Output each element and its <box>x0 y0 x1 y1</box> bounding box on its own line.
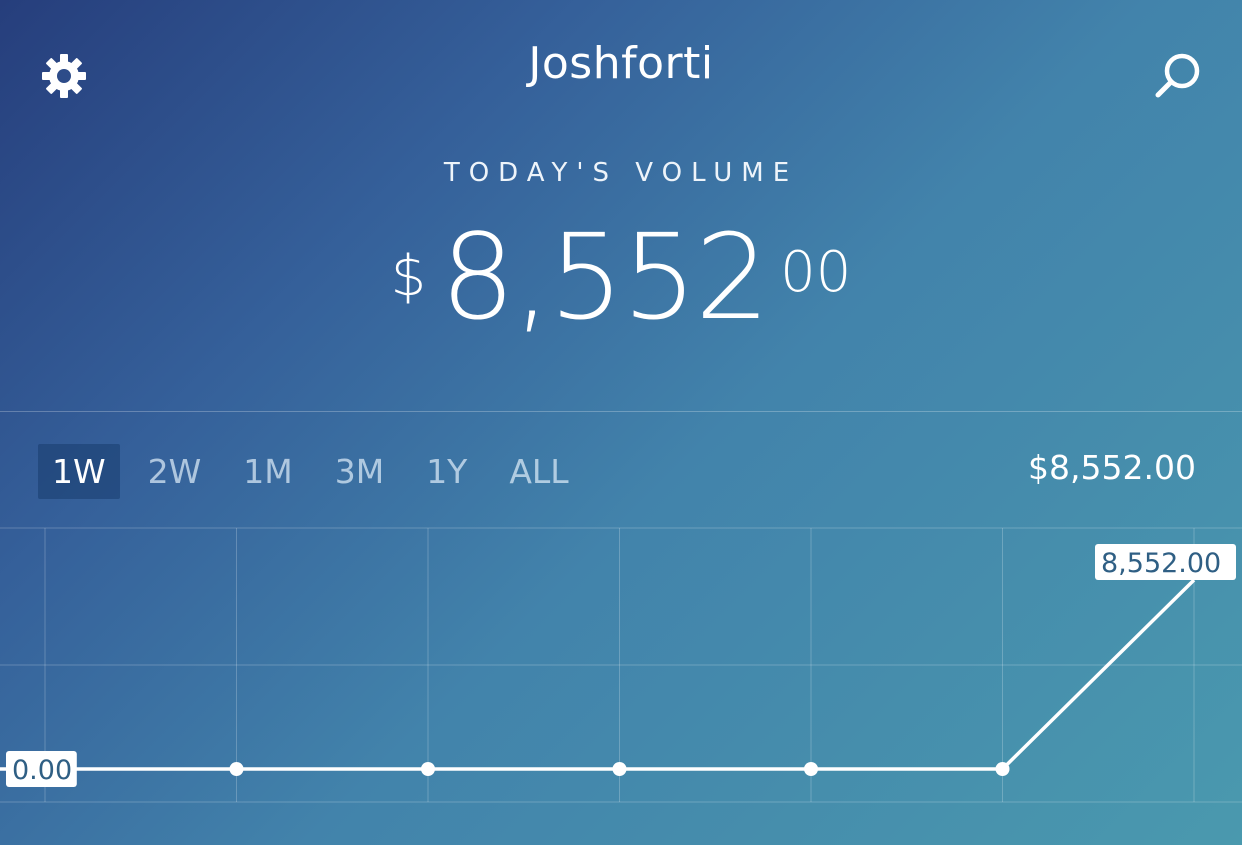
search-icon <box>1155 53 1200 98</box>
data-point-2 <box>421 762 435 776</box>
amount-whole: 8,552 <box>440 208 770 346</box>
search-button[interactable] <box>1152 50 1204 102</box>
data-labels: 0.00 8,552.00 <box>6 544 1236 787</box>
settings-button[interactable] <box>40 52 88 100</box>
svg-text:0.00: 0.00 <box>12 755 72 786</box>
range-selector: 1W 2W 1M 3M 1Y ALL <box>38 444 597 499</box>
section-divider <box>0 411 1242 412</box>
range-tab-3m[interactable]: 3M <box>334 452 385 491</box>
data-points <box>229 762 1010 776</box>
current-value: $8,552.00 <box>1028 448 1196 487</box>
range-tab-2w[interactable]: 2W <box>147 452 202 491</box>
volume-label: TODAY'S VOLUME <box>443 158 799 188</box>
data-label-0: 0.00 <box>6 751 77 787</box>
account-title: Joshforti <box>528 38 714 89</box>
svg-text:8,552.00: 8,552.00 <box>1101 548 1221 579</box>
series-line <box>0 578 1196 771</box>
range-tab-1w[interactable]: 1W <box>38 444 120 499</box>
gear-icon <box>42 54 86 98</box>
data-point-5 <box>995 762 1010 776</box>
data-point-4 <box>804 762 818 776</box>
currency-symbol: $ <box>390 244 427 309</box>
range-tab-1m[interactable]: 1M <box>243 452 293 491</box>
amount-fraction: 00 <box>780 240 852 305</box>
range-tab-1y[interactable]: 1Y <box>426 452 468 491</box>
app-header: Joshforti <box>0 0 1242 140</box>
range-tab-all[interactable]: ALL <box>509 452 569 491</box>
data-point-1 <box>229 762 244 776</box>
chart-grid <box>0 527 1242 803</box>
data-point-3 <box>612 762 627 776</box>
data-label-6: 8,552.00 <box>1095 544 1236 580</box>
volume-amount: $8,552 00 <box>0 212 1242 342</box>
